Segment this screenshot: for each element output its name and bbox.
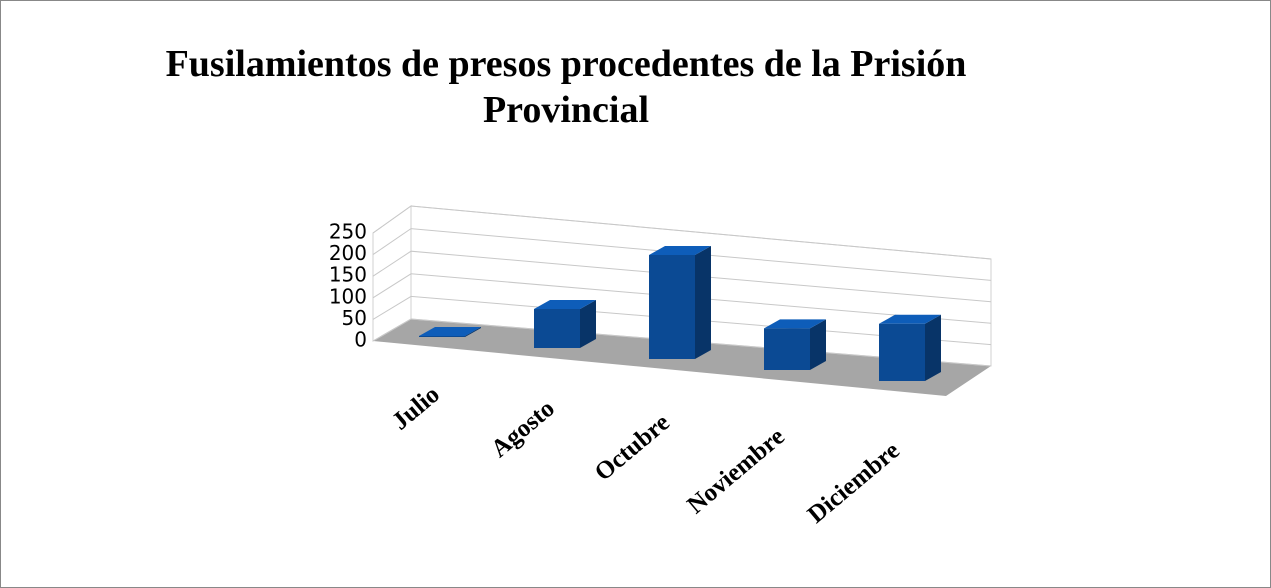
bar [764,319,826,370]
bar [534,300,596,348]
bar-top [879,314,941,324]
bar-front [649,255,695,359]
y-tick-label: 250 [329,220,367,244]
grid-line [372,273,992,324]
bar-side [925,314,941,381]
bar-side [695,246,711,359]
bar-top [649,246,711,255]
y-tick-label: 0 [354,328,367,352]
bar-front [419,335,465,337]
x-tick-label: Julio [387,381,445,436]
bar-side [810,319,826,370]
x-tick-label: Diciembre [803,437,905,529]
x-tick-label: Octubre [590,409,675,487]
bar [879,314,941,381]
y-tick-label: 150 [329,263,367,287]
bar-front [534,309,580,348]
bar-side [580,300,596,348]
bar-side [465,326,481,337]
x-tick-label: Noviembre [682,423,789,519]
bar-top [764,319,826,329]
bar-front [879,323,925,381]
chart-title: Fusilamientos de presos procedentes de l… [165,43,967,131]
bar [419,326,481,337]
side-wall [372,205,412,342]
bar [649,246,711,359]
y-tick-label: 100 [329,284,367,308]
y-tick-label: 200 [329,241,367,265]
bar-top [419,326,481,336]
bar-front [764,328,810,370]
y-tick-label: 50 [342,306,367,330]
grid-line [372,228,992,281]
grid-line [372,250,992,303]
bar-top [534,300,596,309]
grid-line [372,205,992,260]
x-tick-label: Agosto [486,395,560,463]
